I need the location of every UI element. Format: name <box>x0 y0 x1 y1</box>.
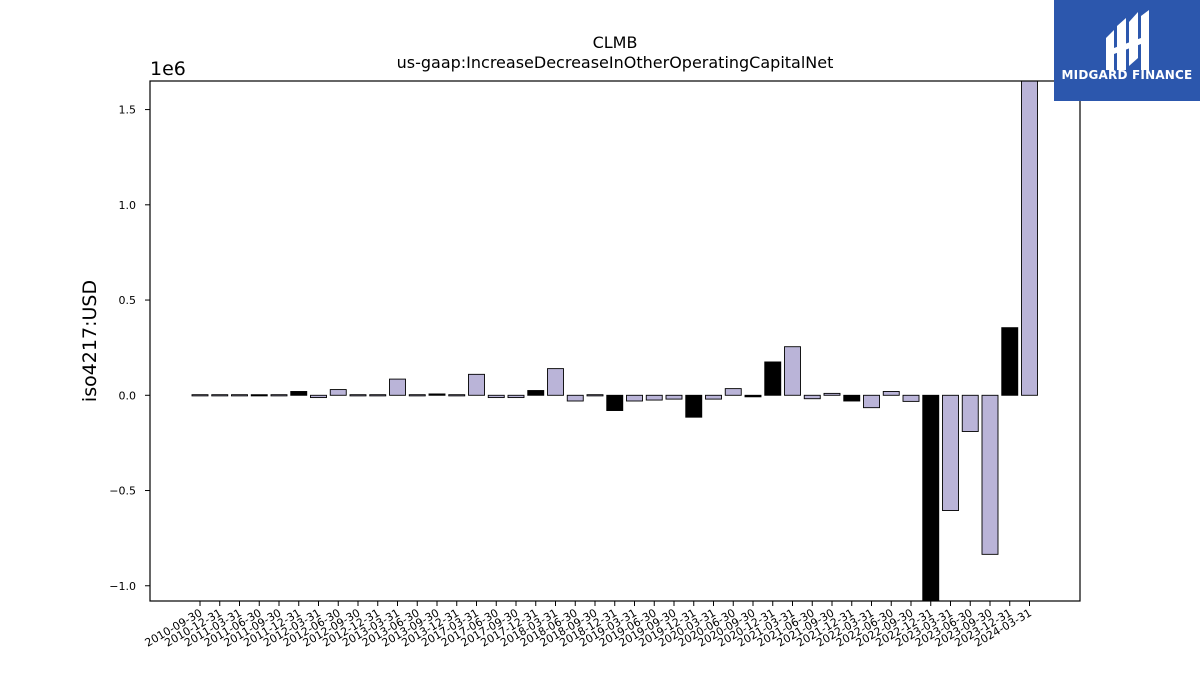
bar <box>724 388 742 396</box>
bar <box>823 392 841 396</box>
bar <box>744 394 762 398</box>
bar <box>428 393 446 396</box>
y-axis-label: iso4217:USD <box>79 280 101 402</box>
y-tick-label: −0.5 <box>109 485 136 498</box>
bar <box>1001 327 1019 396</box>
bar <box>961 394 979 432</box>
bar <box>922 394 940 602</box>
bar <box>329 389 347 396</box>
chart-subtitle: us-gaap:IncreaseDecreaseInOtherOperating… <box>397 53 834 72</box>
bar <box>408 394 426 397</box>
bar <box>507 394 525 399</box>
bar <box>1021 80 1038 396</box>
bar <box>764 361 782 396</box>
bar <box>645 394 663 401</box>
bar <box>310 394 327 399</box>
bar <box>191 394 209 397</box>
chart-title: CLMB <box>593 33 638 52</box>
bar <box>270 394 288 397</box>
bar <box>942 394 959 511</box>
bar <box>626 394 643 402</box>
x-axis: 2010-09-302010-12-312011-03-312011-06-30… <box>143 601 1034 650</box>
y-tick-label: 1.0 <box>119 199 137 212</box>
y-axis: 1.5 1.0 0.5 0.0 −0.5 −1.0 <box>109 104 150 593</box>
bar <box>882 391 900 396</box>
bar <box>843 394 861 402</box>
bar <box>527 390 545 396</box>
bar <box>665 394 683 400</box>
bar <box>586 394 604 397</box>
bar <box>902 394 920 402</box>
brand-name: MIDGARD FINANCE <box>1061 68 1193 82</box>
bar <box>981 394 999 555</box>
bar <box>389 378 406 396</box>
bar <box>606 394 624 411</box>
bar <box>448 394 466 397</box>
plot-frame <box>149 80 1081 602</box>
bar <box>685 394 703 418</box>
bar <box>468 373 485 396</box>
bar <box>547 368 564 396</box>
bars-group <box>191 80 1038 602</box>
bar <box>487 394 505 399</box>
y-tick-label: 1.5 <box>119 104 137 117</box>
bar <box>784 346 801 396</box>
midgard-logo-icon <box>1106 10 1149 70</box>
bar <box>231 394 248 397</box>
y-offset-label: 1e6 <box>150 58 186 80</box>
bar <box>705 394 722 400</box>
bar <box>566 394 584 402</box>
bar <box>250 394 268 397</box>
bar <box>290 391 308 396</box>
y-tick-label: 0.0 <box>119 389 137 402</box>
bar <box>863 394 880 409</box>
y-tick-label: 0.5 <box>119 294 137 307</box>
brand-logo: MIDGARD FINANCE <box>1054 0 1200 101</box>
bar <box>803 394 821 400</box>
bar <box>211 394 229 397</box>
bar <box>369 394 387 397</box>
bar <box>349 394 367 397</box>
y-tick-label: −1.0 <box>109 580 136 593</box>
